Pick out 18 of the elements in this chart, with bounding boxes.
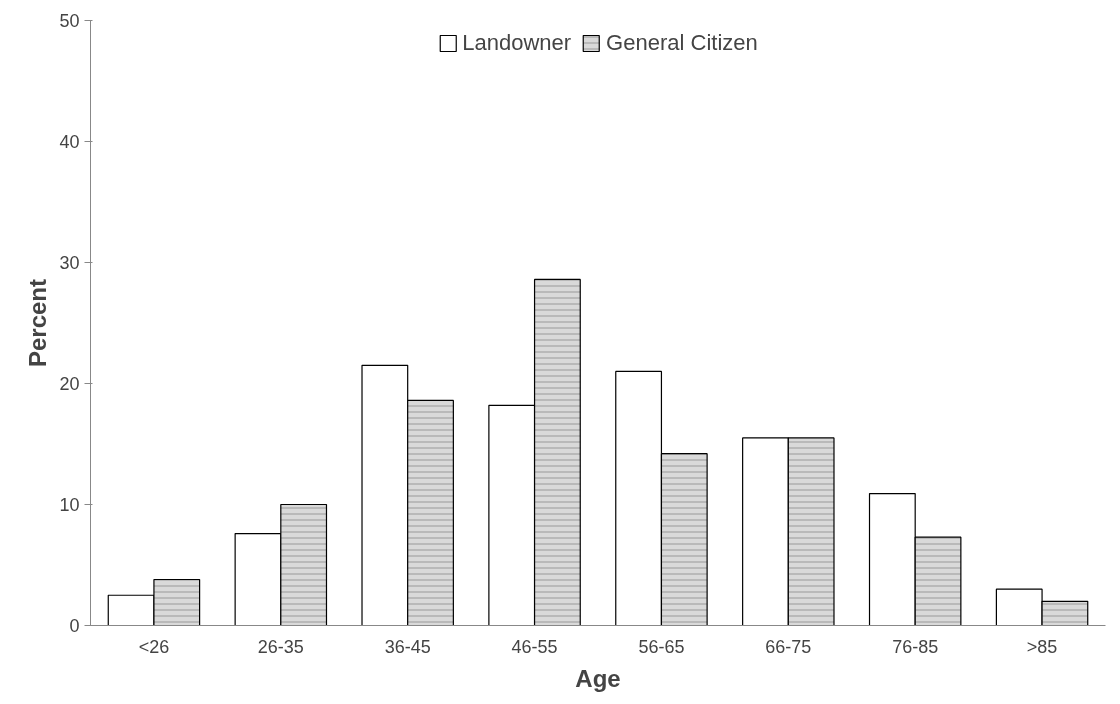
- legend-label: Landowner: [462, 30, 572, 56]
- x-tick-label: 46-55: [511, 636, 558, 657]
- x-tick-label: 36-45: [384, 636, 431, 657]
- x-axis-title: Age: [575, 664, 621, 692]
- y-tick-label: 10: [59, 495, 80, 515]
- x-tick-label: 66-75: [765, 636, 812, 657]
- y-tick-label: 50: [59, 11, 80, 31]
- y-tick-label: 30: [59, 253, 80, 273]
- y-tick-label: 40: [59, 132, 80, 152]
- x-tick-label: >85: [1026, 636, 1058, 657]
- x-tick-label: 76-85: [892, 636, 939, 657]
- x-tick-label: 56-65: [638, 636, 685, 657]
- y-axis-title: Percent: [24, 278, 52, 368]
- x-tick-label: 26-35: [257, 636, 304, 657]
- y-tick-label: 0: [69, 616, 80, 636]
- legend-label: General Citizen: [606, 30, 758, 56]
- y-tick-label: 20: [59, 374, 80, 394]
- x-tick-label: <26: [138, 636, 170, 657]
